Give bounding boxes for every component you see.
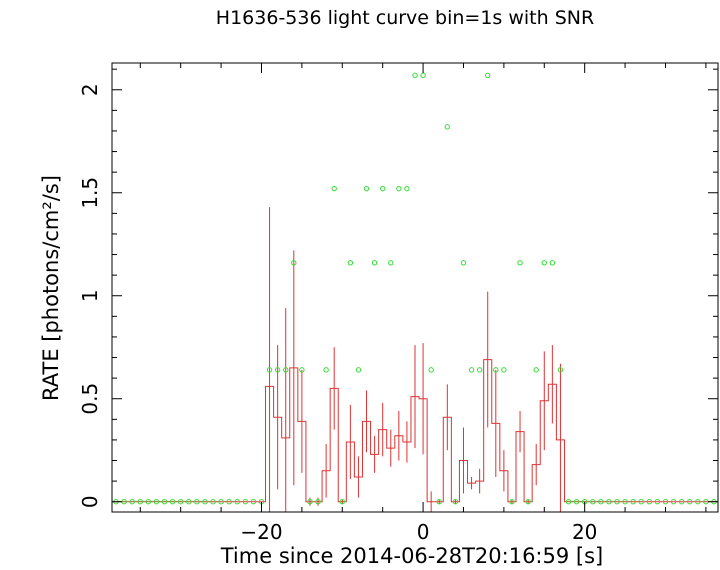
snr-point	[541, 260, 547, 266]
snr-point	[371, 260, 378, 266]
snr-point	[161, 499, 168, 505]
snr-point	[525, 499, 531, 505]
snr-point	[630, 499, 636, 505]
snr-point	[646, 499, 653, 505]
snr-point	[210, 499, 216, 505]
snr-point	[614, 499, 620, 505]
x-tick-label: −20	[240, 520, 282, 544]
y-tick-label: 0	[78, 495, 102, 508]
snr-point	[355, 367, 362, 373]
snr-point	[654, 499, 661, 505]
snr-point	[622, 499, 628, 505]
snr-point	[695, 499, 701, 505]
snr-point	[242, 499, 249, 505]
snr-point	[299, 367, 305, 373]
y-tick-label: 1.5	[78, 177, 102, 209]
snr-point	[291, 260, 297, 266]
y-axis-label: RATE [photons/cm²/s]	[39, 175, 63, 401]
snr-point	[598, 499, 604, 505]
snr-point	[428, 367, 434, 373]
snr-point	[388, 260, 394, 266]
snr-point	[638, 499, 644, 505]
chart-title: H1636-536 light curve bin=1s with SNR	[216, 7, 594, 29]
snr-point	[307, 499, 313, 505]
snr-point	[509, 499, 515, 505]
snr-point	[250, 499, 257, 505]
snr-point	[549, 260, 556, 266]
snr-point	[331, 185, 337, 192]
snr-point	[137, 499, 143, 505]
y-tick-label: 0.5	[78, 383, 102, 415]
snr-point	[476, 367, 483, 373]
x-axis-label: Time since 2014-06-28T20:16:59 [s]	[220, 544, 603, 568]
snr-point	[202, 499, 208, 505]
snr-point	[323, 367, 329, 373]
snr-point	[363, 185, 370, 192]
snr-point	[194, 499, 200, 505]
snr-point	[485, 72, 491, 79]
snr-point	[501, 367, 507, 373]
snr-point	[517, 260, 523, 266]
snr-point	[177, 499, 184, 505]
y-tick-label: 2	[78, 83, 102, 96]
series-layer	[112, 72, 718, 512]
snr-point	[687, 499, 693, 505]
axis-ticks	[112, 63, 718, 512]
snr-point	[315, 499, 321, 505]
snr-point	[169, 499, 176, 505]
axis-tick-labels: −20 0 20 0 0.5 1 1.5 2	[78, 83, 597, 544]
snr-point	[493, 367, 499, 373]
snr-point	[396, 185, 402, 192]
snr-point	[565, 499, 572, 505]
snr-point	[404, 185, 410, 192]
snr-point	[468, 367, 475, 373]
snr-point	[266, 367, 273, 373]
snr-point	[420, 72, 426, 79]
x-tick-label: 0	[417, 520, 430, 544]
snr-point	[557, 367, 564, 373]
snr-point	[662, 499, 669, 505]
snr-point	[533, 367, 539, 373]
snr-point	[444, 124, 451, 130]
snr-point	[590, 499, 596, 505]
snr-point	[153, 499, 160, 505]
plot-frame	[111, 62, 719, 513]
snr-point	[460, 260, 467, 266]
snr-point	[412, 72, 418, 79]
snr-point	[226, 499, 232, 505]
snr-point	[186, 499, 192, 505]
snr-point	[234, 499, 240, 505]
y-tick-label: 1	[78, 289, 102, 302]
snr-point	[606, 499, 612, 505]
plot-area	[112, 72, 718, 512]
snr-point	[347, 260, 354, 266]
snr-point	[436, 499, 442, 505]
snr-point	[670, 499, 677, 505]
snr-point	[339, 499, 345, 505]
snr-point	[145, 499, 152, 505]
snr-point	[283, 367, 289, 373]
snr-point	[573, 499, 580, 505]
x-tick-label: 20	[572, 520, 597, 544]
snr-point	[678, 499, 685, 505]
snr-point	[379, 185, 386, 192]
snr-point	[274, 367, 281, 373]
snr-point	[452, 499, 459, 505]
snr-point	[218, 499, 224, 505]
snr-point	[129, 499, 135, 505]
